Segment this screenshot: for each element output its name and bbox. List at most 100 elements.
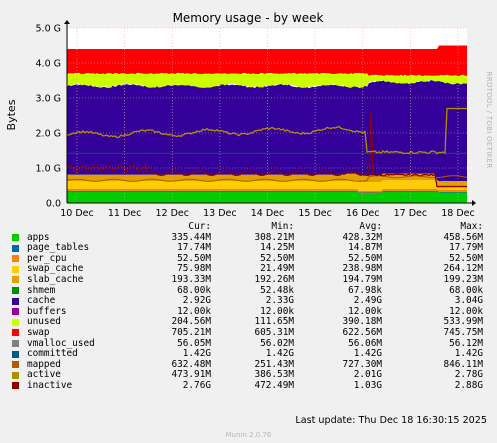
legend-max-value: 3.04G bbox=[454, 295, 483, 307]
legend-cur-value: 632.48M bbox=[171, 358, 211, 370]
area-per-cpu bbox=[67, 189, 467, 193]
legend-max-value: 17.79M bbox=[449, 242, 483, 254]
legend-name: active bbox=[27, 369, 61, 381]
axis-layer: 0.0 1.0 G 2.0 G 3.0 G 4.0 G 5.0 G 10 Dec 11 Dec… bbox=[36, 20, 476, 219]
x-tick-label: 10 Dec bbox=[60, 208, 94, 219]
legend-max-value: 458.56M bbox=[443, 231, 483, 243]
legend-header-max: Max: bbox=[460, 221, 483, 232]
legend-cur-value: 75.98M bbox=[177, 263, 211, 275]
legend-header-cur: Cur: bbox=[188, 221, 211, 232]
rrdtool-credit: RRDTOOL / TOBI OETIKER bbox=[485, 72, 493, 169]
area-page-tables bbox=[67, 190, 467, 194]
legend-name: mapped bbox=[27, 358, 61, 370]
legend-row-unused: unused 204.56M 111.65M 390.18M 533.99M bbox=[12, 317, 492, 328]
legend-min-value: 21.49M bbox=[260, 263, 294, 275]
y-tick-label: 0.0 bbox=[46, 199, 61, 210]
legend-max-value: 52.50M bbox=[449, 252, 483, 264]
legend-row-vmalloc-used: vmalloc_used 56.05M 56.02M 56.06M 56.12M bbox=[12, 337, 492, 350]
legend-cur-value: 52.50M bbox=[177, 252, 211, 264]
legend-swatch bbox=[12, 361, 19, 369]
legend-min-value: 386.53M bbox=[254, 369, 294, 381]
legend-swatch bbox=[12, 350, 19, 358]
legend-swatch bbox=[12, 287, 19, 295]
legend-avg-value: 390.18M bbox=[342, 316, 382, 328]
legend-name: shmem bbox=[27, 284, 56, 296]
legend-avg-value: 56.06M bbox=[348, 337, 382, 349]
legend-swatch bbox=[12, 234, 19, 242]
legend-swatch bbox=[12, 255, 19, 263]
legend-name: committed bbox=[27, 348, 78, 360]
legend-cur-value: 204.56M bbox=[171, 316, 211, 328]
legend-min-value: 12.00k bbox=[260, 305, 294, 317]
legend-name: apps bbox=[27, 231, 50, 243]
legend-avg-value: 727.30M bbox=[342, 358, 382, 370]
legend-name: inactive bbox=[27, 379, 73, 391]
legend-max-value: 199.23M bbox=[443, 273, 483, 285]
legend-max-value: 2.88G bbox=[454, 379, 483, 391]
legend-max-value: 745.75M bbox=[443, 326, 483, 338]
legend-header: Cur: Min: Avg: Max: bbox=[12, 221, 492, 233]
legend-row-mapped: mapped 632.48M 251.43M 727.30M 846.11M bbox=[12, 358, 492, 371]
legend-min-value: 308.21M bbox=[254, 231, 294, 243]
legend-cur-value: 1.42G bbox=[182, 348, 211, 360]
legend-min-value: 1.42G bbox=[265, 348, 294, 360]
legend-swatch bbox=[12, 276, 19, 284]
legend-avg-value: 2.49G bbox=[353, 295, 382, 307]
legend-row-slab-cache: slab_cache 193.33M 192.26M 194.79M 199.23M bbox=[12, 273, 492, 286]
legend-min-value: 472.49M bbox=[254, 379, 294, 391]
legend-cur-value: 473.91M bbox=[171, 369, 211, 381]
legend-row-inactive: inactive 2.76G 472.49M 1.03G 2.88G bbox=[12, 379, 492, 392]
legend-swatch bbox=[12, 340, 19, 348]
legend-name: vmalloc_used bbox=[27, 337, 95, 349]
legend-row-cache: cache 2.92G 2.33G 2.49G 3.04G bbox=[12, 296, 492, 307]
y-tick-label: 3.0 G bbox=[36, 94, 62, 105]
x-tick-label: 11 Dec bbox=[108, 208, 142, 219]
legend-cur-value: 56.05M bbox=[177, 337, 211, 349]
legend-swatch bbox=[12, 371, 19, 379]
legend-max-value: 846.11M bbox=[443, 358, 483, 370]
y-tick-label: 1.0 G bbox=[36, 164, 62, 175]
legend-min-value: 2.33G bbox=[265, 295, 294, 307]
y-axis-arrow bbox=[64, 20, 70, 24]
legend-swatch bbox=[12, 265, 19, 273]
y-tick-label: 4.0 G bbox=[36, 59, 62, 70]
line-inactive bbox=[66, 111, 467, 188]
legend-row-shmem: shmem 68.00k 52.48k 67.98k 68.00k bbox=[12, 284, 492, 297]
x-tick-label: 14 Dec bbox=[251, 208, 285, 219]
legend-min-value: 251.43M bbox=[254, 358, 294, 370]
legend-min-value: 56.02M bbox=[260, 337, 294, 349]
legend-cur-value: 2.92G bbox=[182, 295, 211, 307]
area-apps bbox=[67, 191, 467, 203]
legend-avg-value: 428.32M bbox=[342, 231, 382, 243]
legend-row-buffers: buffers 12.00k 12.00k 12.00k 12.00k bbox=[12, 305, 492, 318]
x-tick-label: 18 Dec bbox=[441, 208, 475, 219]
legend-avg-value: 67.98k bbox=[348, 284, 382, 296]
legend-swatch bbox=[12, 297, 19, 305]
legend-avg-value: 2.01G bbox=[353, 369, 382, 381]
legend-swatch bbox=[12, 329, 19, 337]
legend-swatch bbox=[12, 382, 19, 390]
legend-row-swap: swap 705.21M 605.31M 622.56M 745.75M bbox=[12, 326, 492, 339]
legend-name: cache bbox=[27, 295, 56, 307]
x-tick-label: 13 Dec bbox=[203, 208, 237, 219]
legend-min-value: 52.48k bbox=[260, 284, 294, 296]
legend-min-value: 14.25M bbox=[260, 242, 294, 254]
legend-max-value: 56.12M bbox=[449, 337, 483, 349]
x-tick-label: 12 Dec bbox=[156, 208, 190, 219]
legend: Cur: Min: Avg: Max: apps 335.44M 308.21M 42… bbox=[12, 221, 492, 392]
x-tick-label: 15 Dec bbox=[298, 208, 332, 219]
legend-cur-value: 2.76G bbox=[182, 379, 211, 391]
legend-swatch bbox=[12, 244, 19, 252]
x-tick-label: 16 Dec bbox=[346, 208, 380, 219]
legend-name: slab_cache bbox=[27, 273, 84, 285]
legend-name: page_tables bbox=[27, 242, 90, 254]
legend-min-value: 192.26M bbox=[254, 273, 294, 285]
legend-avg-value: 622.56M bbox=[342, 326, 382, 338]
legend-name: buffers bbox=[27, 305, 67, 317]
y-axis-label: Bytes bbox=[5, 99, 18, 130]
line-active bbox=[66, 107, 467, 155]
legend-max-value: 533.99M bbox=[443, 316, 483, 328]
legend-row-per-cpu: per_cpu 52.50M 52.50M 52.50M 52.50M bbox=[12, 252, 492, 265]
munin-version: Munin 2.0.76 bbox=[225, 431, 272, 439]
